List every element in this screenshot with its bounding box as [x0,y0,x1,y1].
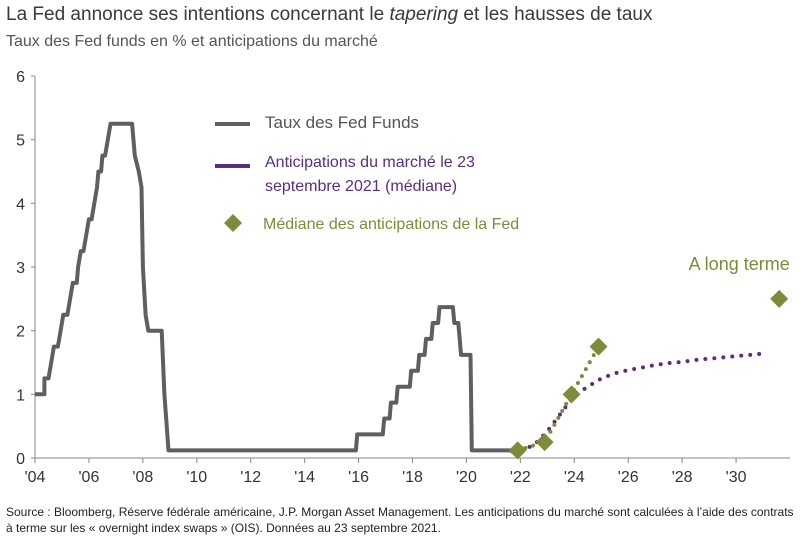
chart-subtitle: Taux des Fed funds en % et anticipations… [6,33,378,50]
x-tick-label: '10 [186,469,207,486]
source-note: Source : Bloomberg, Réserve fédérale amé… [6,505,794,535]
fed-funds-line [35,121,513,453]
series-layer: A long terme [35,121,790,460]
y-tick-label: 4 [16,196,25,213]
axes: 0 1 2 3 4 5 6 '04 '06 '08 '10 '12 '14 '16 '18 '20 '22 '24… [16,69,790,486]
y-tick-label: 5 [16,133,25,150]
x-tick-label: '08 [132,469,153,486]
fed-median-point [535,433,554,452]
long-term-point [770,289,789,308]
x-tick-label: '30 [726,469,747,486]
y-tick-label: 6 [16,69,25,86]
x-tick-label: '12 [240,469,261,486]
x-tick-label: '06 [78,469,99,486]
fed-median-connector [515,344,601,453]
chart-title-prefix: La Fed annonce ses intentions concernant… [6,4,390,25]
y-tick-label: 2 [16,324,25,341]
legend-label-fed-median: Médiane des anticipations de la Fed [263,216,519,233]
fed-median-point [508,441,527,460]
x-tick-label: '20 [456,469,477,486]
x-tick-label: '24 [564,469,585,486]
legend-swatch-fed-median [224,214,242,232]
fed-median-point [589,337,608,356]
chart-title-emphasis: tapering [389,4,459,25]
x-tick-label: '18 [402,469,423,486]
fed-median-point [562,385,581,404]
legend-label-fed-funds: Taux des Fed Funds [265,113,419,132]
x-tick-label: '28 [672,469,693,486]
market-expectations-line [510,351,765,454]
long-term-label: A long terme [689,254,790,274]
x-tick-label: '16 [348,469,369,486]
chart-title-suffix: et les hausses de taux [458,4,653,25]
x-tick-label: '26 [618,469,639,486]
legend-label-market-line1: Anticipations du marché le 23 [265,154,475,171]
y-tick-label: 3 [16,260,25,277]
fed-funds-chart: 0 1 2 3 4 5 6 '04 '06 '08 '10 '12 '14 '16 '18 '20 '22 '24… [16,69,790,486]
x-tick-label: '22 [510,469,531,486]
legend-label-market-line2: septembre 2021 (médiane) [265,178,457,195]
chart-title: La Fed annonce ses intentions concernant… [6,4,652,26]
x-tick-label: '04 [25,469,46,486]
x-tick-label: '14 [294,469,315,486]
y-tick-label: 1 [16,387,25,404]
y-tick-label: 0 [16,451,25,468]
legend: Taux des Fed Funds Anticipations du march… [215,113,519,233]
